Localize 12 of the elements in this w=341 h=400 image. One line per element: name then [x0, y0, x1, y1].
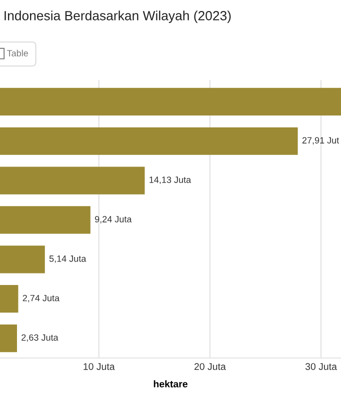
data-label: 5,14 Juta — [49, 256, 86, 263]
x-tick-label: 10 Juta — [84, 363, 115, 370]
x-axis-title: hektare — [154, 380, 188, 388]
data-label: 9,24 Juta — [95, 216, 132, 224]
text: Table — [7, 50, 28, 56]
chart-title: Indonesia Berdasarkan Wilayah (2023) — [4, 10, 231, 23]
x-tick-label: 30 Juta — [305, 363, 337, 370]
data-label: 2,74 Juta — [22, 294, 60, 302]
data-label: 2,63 Juta — [22, 334, 58, 342]
data-label: 27,91 Jut — [302, 137, 340, 145]
x-tick-label: 20 Juta — [194, 363, 226, 370]
data-label: 14,13 Juta — [150, 176, 192, 184]
